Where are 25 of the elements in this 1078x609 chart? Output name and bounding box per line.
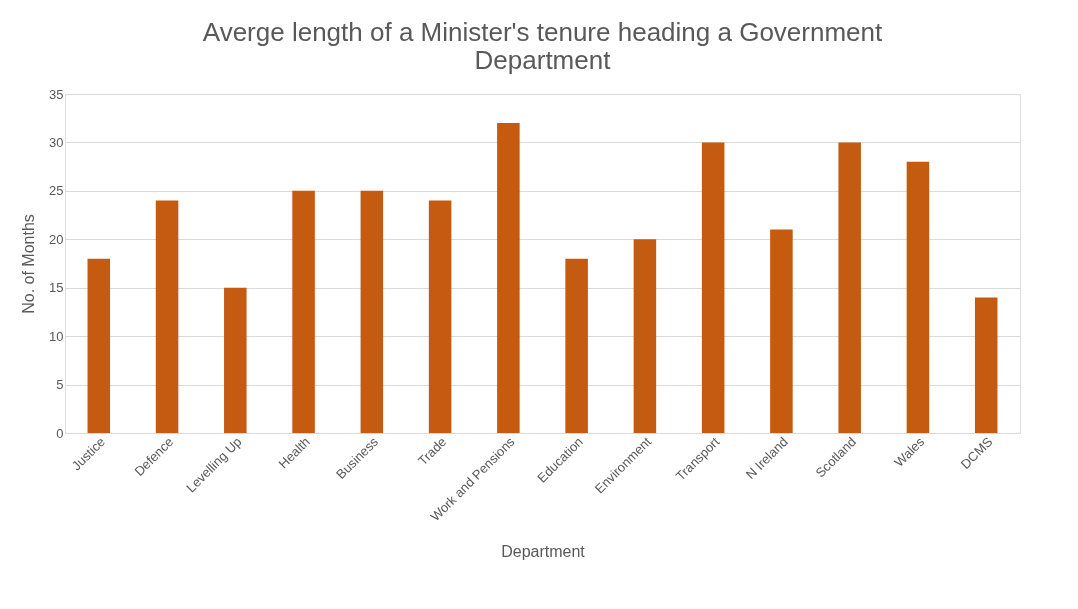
y-tick-label: 0: [56, 425, 64, 441]
bar: [565, 258, 588, 433]
bar: [360, 190, 384, 433]
bar: [633, 239, 657, 433]
bar: [155, 200, 179, 433]
bar: [87, 258, 111, 433]
y-axis-title: No. of Months: [20, 214, 38, 314]
bar: [701, 142, 725, 433]
bar: [838, 142, 861, 433]
bar: [428, 200, 452, 433]
bar: [974, 297, 998, 433]
bar: [497, 123, 520, 433]
y-tick-label: 25: [49, 183, 64, 199]
y-tick-label: 15: [49, 280, 64, 296]
chart-title: Averge length of a Minister's tenure heading a Government Department: [202, 17, 883, 75]
bar: [292, 190, 315, 433]
y-tick-label: 30: [49, 134, 64, 150]
y-tick-label: 20: [49, 231, 64, 247]
bar: [906, 161, 930, 433]
x-axis-title: Department: [501, 543, 586, 561]
y-tick-label: 5: [56, 377, 64, 393]
bar: [224, 287, 247, 433]
y-tick-label: 10: [49, 328, 64, 344]
bar: [770, 229, 793, 433]
y-tick-label: 35: [49, 86, 64, 102]
